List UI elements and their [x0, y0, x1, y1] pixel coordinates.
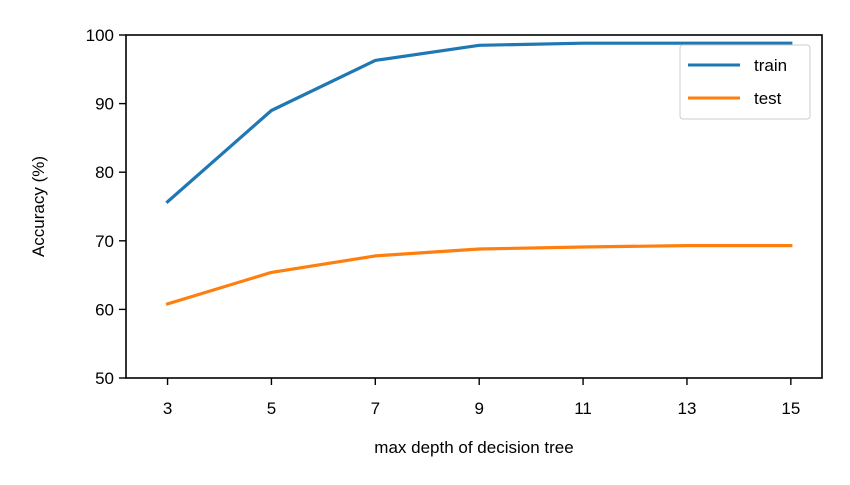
series-line-train	[165, 41, 793, 204]
legend: train test	[679, 44, 811, 120]
x-tick-label: 9	[474, 399, 483, 418]
axes-frame	[125, 34, 823, 379]
axis-ticks: 3 5 7 9 11 13 15 50 60 70 80 90 100	[86, 26, 801, 418]
x-tick-label: 11	[574, 399, 592, 418]
x-tick-label: 5	[267, 399, 276, 418]
y-tick-label: 50	[95, 369, 114, 388]
x-tick-label: 7	[371, 399, 380, 418]
y-tick-label: 70	[95, 232, 114, 251]
x-tick-label: 15	[781, 399, 800, 418]
y-tick-label: 80	[95, 163, 114, 182]
y-tick-label: 60	[95, 300, 114, 319]
y-tick-label: 90	[95, 95, 114, 114]
legend-label-test: test	[754, 89, 782, 108]
x-tick-label: 3	[163, 399, 172, 418]
series-line-test	[165, 244, 793, 306]
x-tick-label: 13	[677, 399, 696, 418]
legend-box	[679, 44, 811, 120]
plot-area	[165, 41, 793, 306]
x-axis-label: max depth of decision tree	[374, 438, 573, 457]
y-tick-label: 100	[86, 26, 114, 45]
y-axis-label: Accuracy (%)	[29, 156, 48, 257]
legend-label-train: train	[754, 56, 787, 75]
